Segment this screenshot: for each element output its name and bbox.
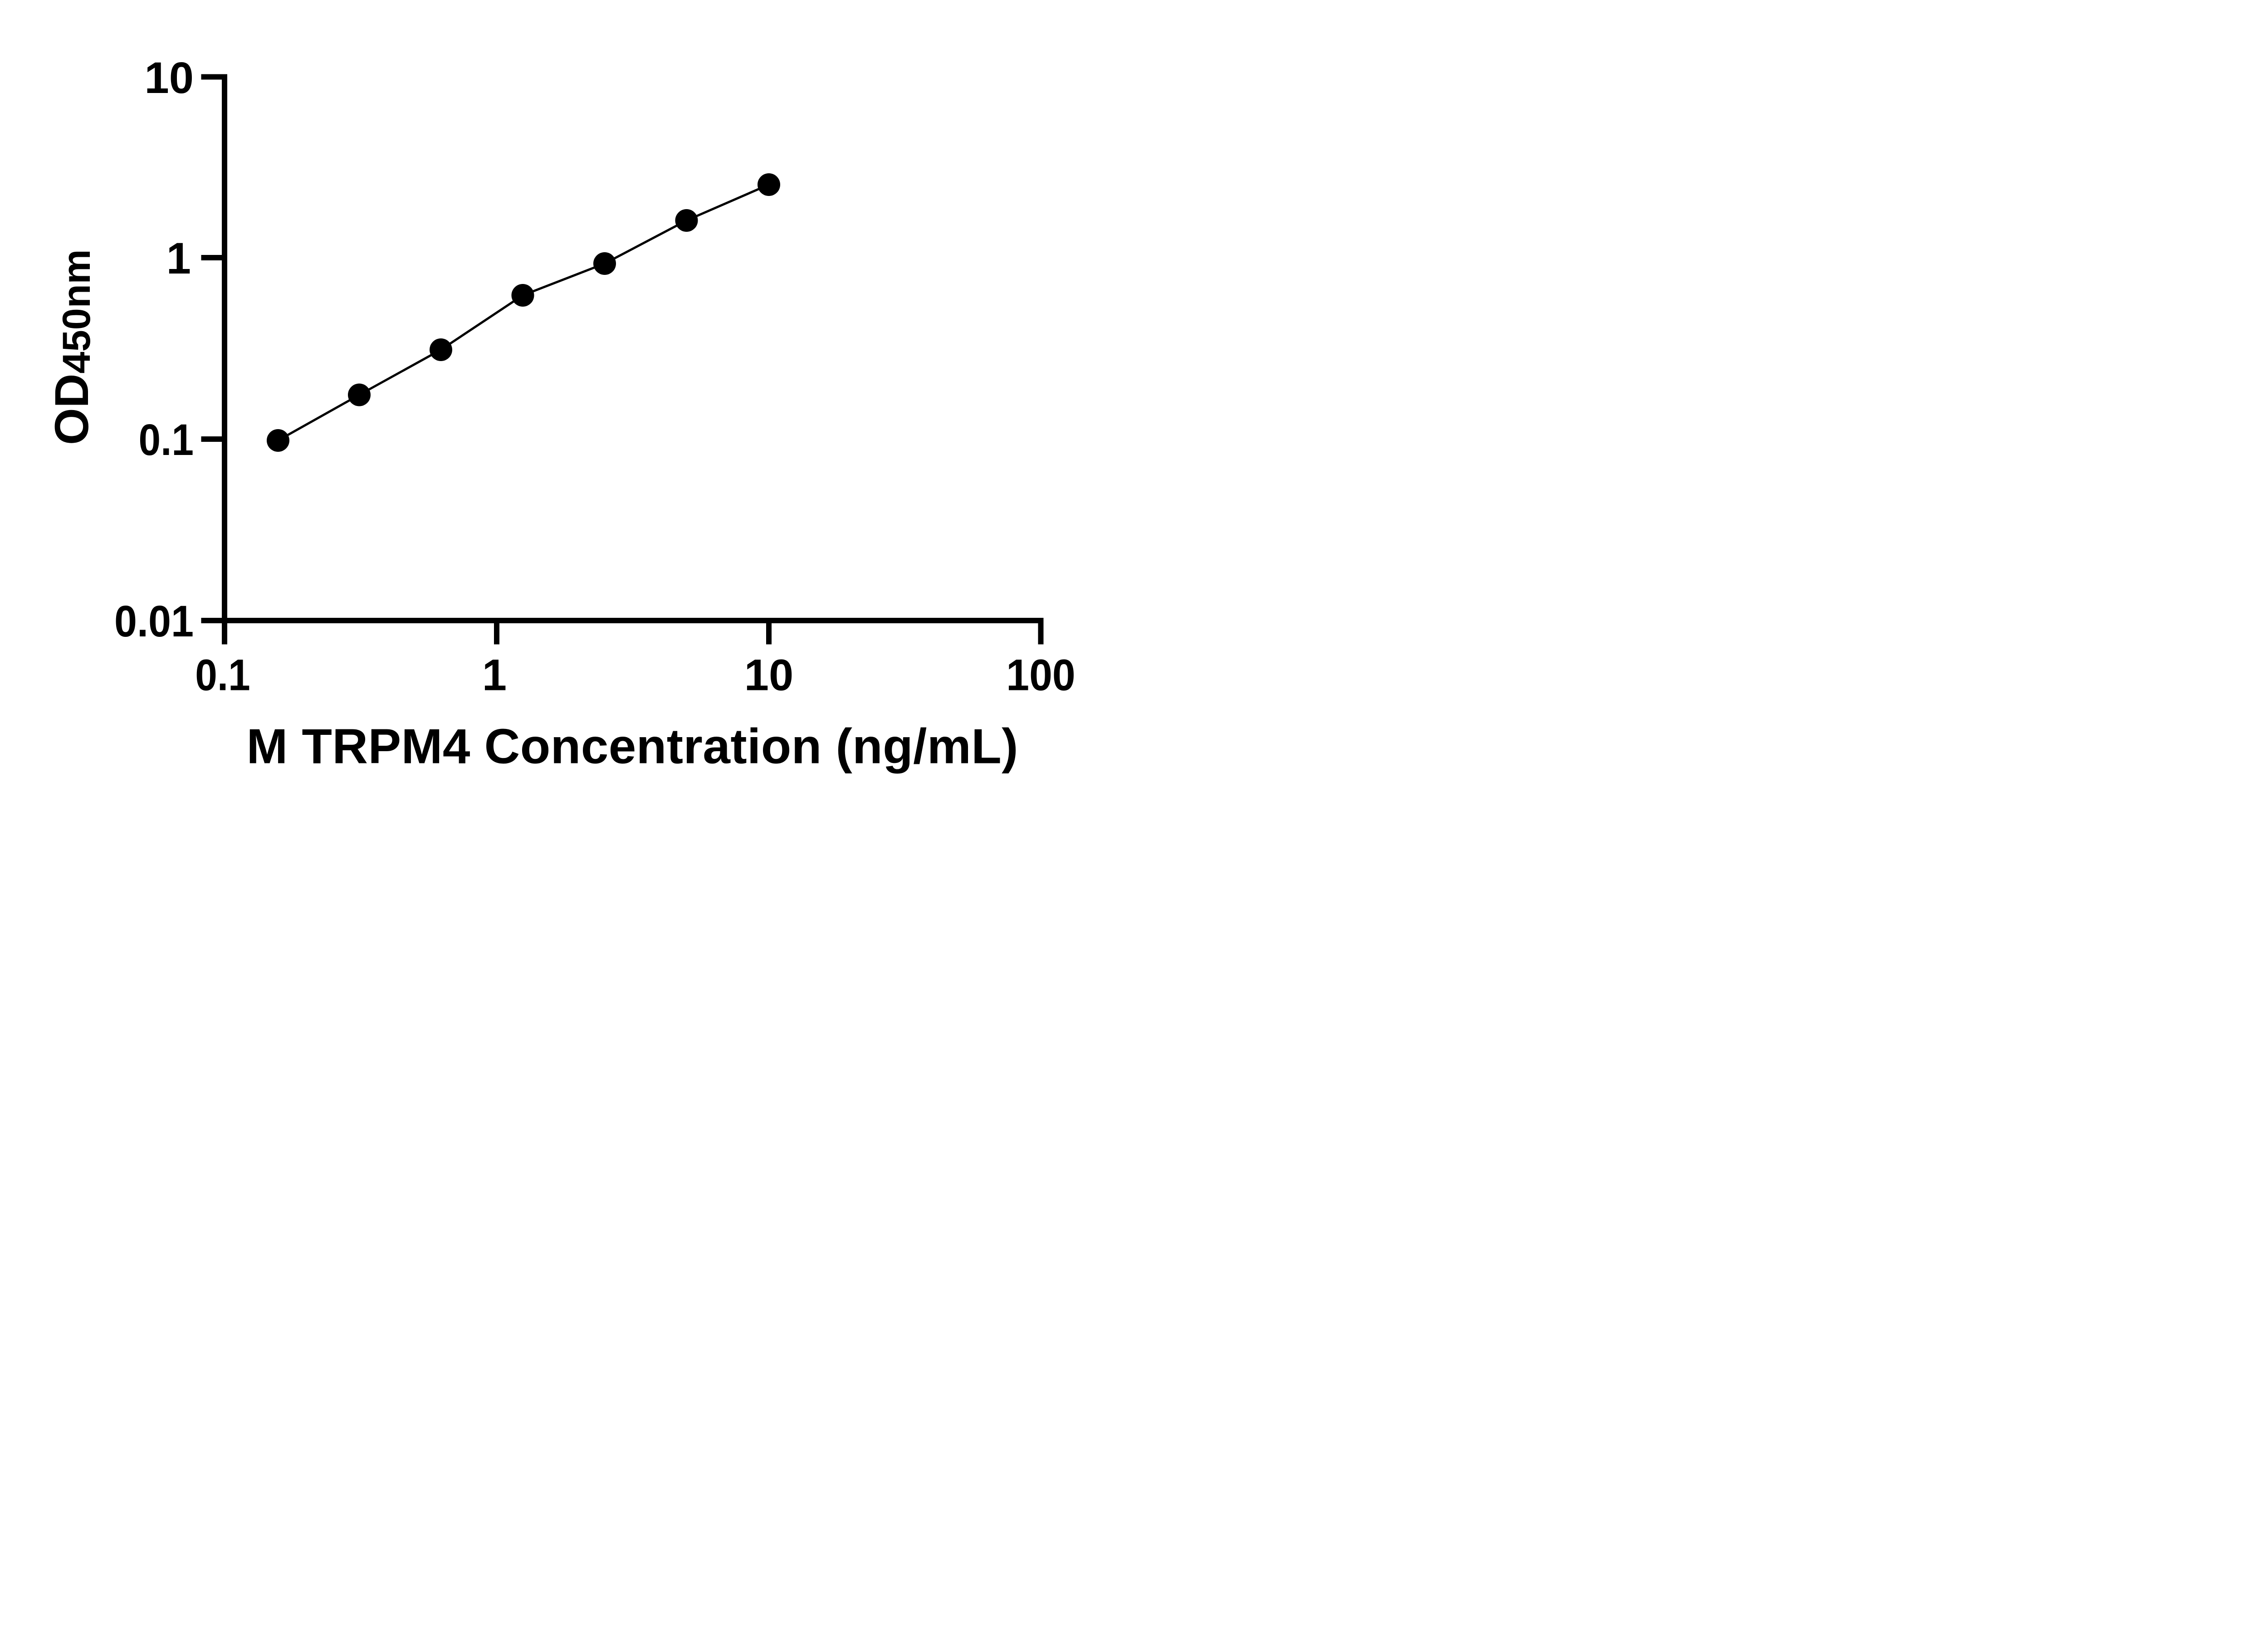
- svg-text:M TRPM4 Concentration (ng/mL): M TRPM4 Concentration (ng/mL): [247, 719, 1018, 774]
- svg-text:0.1: 0.1: [139, 415, 194, 464]
- svg-text:OD450nm: OD450nm: [45, 249, 98, 445]
- svg-text:0.01: 0.01: [114, 596, 194, 646]
- svg-text:1: 1: [482, 650, 507, 700]
- svg-text:10: 10: [145, 53, 194, 103]
- svg-text:100: 100: [1006, 650, 1075, 700]
- svg-text:0.1: 0.1: [195, 650, 250, 700]
- svg-text:10: 10: [744, 650, 793, 700]
- svg-text:1: 1: [166, 234, 191, 283]
